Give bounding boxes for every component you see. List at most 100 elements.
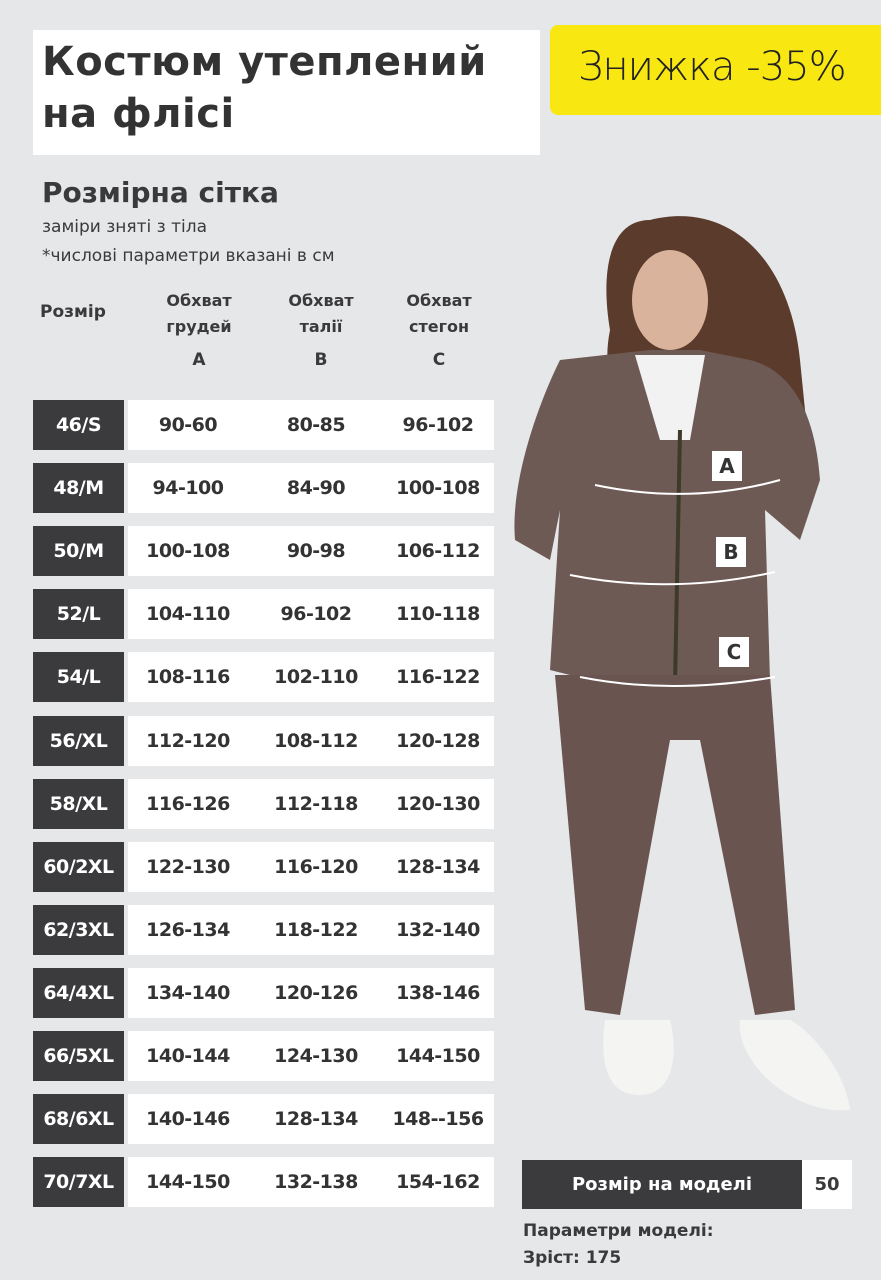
chest-cell: 140-144 — [146, 1045, 230, 1067]
column-letter-c: C — [432, 350, 446, 370]
hips-cell: 106-112 — [396, 540, 480, 563]
header-line: талії — [299, 317, 343, 336]
model-height: Зріст: 175 — [523, 1248, 622, 1268]
table-row: 52/L 104-110 96-102 110-118 — [33, 589, 494, 640]
waist-cell: 96-102 — [280, 603, 353, 626]
measurement-cells: 116-126 112-118 120-130 — [128, 778, 494, 829]
measurement-cells: 140-144 124-130 144-150 — [128, 1031, 494, 1081]
title-line-1: Костюм утеплений — [42, 39, 487, 85]
hips-cell: 110-118 — [396, 603, 480, 626]
waist-cell: 108-112 — [274, 729, 358, 752]
table-row: 60/2XL 122-130 116-120 128-134 — [33, 841, 494, 892]
product-title: Костюм утеплений на флісі — [42, 36, 487, 140]
chest-cell: 104-110 — [146, 603, 230, 626]
column-header-waist: Обхват талії — [266, 288, 376, 340]
discount-text: Знижка -35% — [578, 44, 847, 90]
chest-cell: 144-150 — [146, 1171, 230, 1194]
size-cell: 66/5XL — [33, 1031, 124, 1081]
measurement-cells: 108-116 102-110 116-122 — [128, 652, 494, 703]
measurement-cells: 144-150 132-138 154-162 — [128, 1157, 494, 1208]
measurement-cells: 134-140 120-126 138-146 — [128, 967, 494, 1018]
waist-cell: 84-90 — [286, 477, 346, 500]
measurement-cells: 94-100 84-90 100-108 — [128, 463, 494, 514]
size-cell: 60/2XL — [33, 841, 124, 892]
model-figure — [514, 216, 850, 1111]
measurement-cells: 112-120 108-112 120-128 — [128, 715, 494, 766]
chest-cell: 126-134 — [146, 918, 230, 941]
header-line: стегон — [408, 317, 469, 336]
table-row: 50/M 100-108 90-98 106-112 — [33, 526, 494, 577]
waist-cell: 90-98 — [286, 540, 346, 563]
waist-cell: 124-130 — [274, 1045, 358, 1067]
size-cell: 52/L — [33, 589, 124, 640]
header-line: Обхват — [406, 291, 472, 310]
table-row: 58/XL 116-126 112-118 120-130 — [33, 778, 494, 829]
hips-cell: 100-108 — [396, 477, 480, 500]
hips-cell: 132-140 — [396, 918, 480, 941]
waist-cell: 102-110 — [274, 666, 358, 689]
hips-cell: 120-128 — [396, 729, 480, 752]
size-cell: 54/L — [33, 652, 124, 703]
table-row: 66/5XL 140-144 124-130 144-150 — [33, 1031, 494, 1081]
chest-cell: 90-60 — [158, 414, 218, 436]
hips-cell: 138-146 — [396, 981, 480, 1004]
chest-cell: 100-108 — [146, 540, 230, 563]
hips-cell: 154-162 — [396, 1171, 480, 1194]
chest-cell: 122-130 — [146, 855, 230, 878]
header-line: Обхват — [166, 291, 232, 310]
measurement-cells: 90-60 80-85 96-102 — [128, 400, 494, 450]
waist-cell: 116-120 — [274, 855, 358, 878]
table-row: 64/4XL 134-140 120-126 138-146 — [33, 967, 494, 1018]
header-line: Обхват — [288, 291, 354, 310]
size-cell: 70/7XL — [33, 1157, 124, 1208]
chest-cell: 108-116 — [146, 666, 230, 689]
column-letter-b: B — [314, 350, 328, 370]
marker-b: B — [716, 537, 746, 567]
size-cell: 48/M — [33, 463, 124, 514]
chest-cell: 140-146 — [146, 1108, 230, 1131]
waist-cell: 132-138 — [274, 1171, 358, 1194]
table-row: 54/L 108-116 102-110 116-122 — [33, 652, 494, 703]
hips-cell: 96-102 — [402, 414, 475, 436]
model-params-label: Параметри моделі: — [523, 1221, 714, 1241]
column-header-hips: Обхват стегон — [384, 288, 494, 340]
size-cell: 50/M — [33, 526, 124, 577]
measurement-cells: 122-130 116-120 128-134 — [128, 841, 494, 892]
waist-cell: 118-122 — [274, 918, 358, 941]
chest-cell: 134-140 — [146, 981, 230, 1004]
waist-cell: 112-118 — [274, 792, 358, 815]
hips-cell: 120-130 — [396, 792, 480, 815]
table-row: 70/7XL 144-150 132-138 154-162 — [33, 1157, 494, 1208]
table-row: 62/3XL 126-134 118-122 132-140 — [33, 904, 494, 955]
size-grid-heading: Розмірна сітка — [42, 176, 279, 209]
hips-cell: 148--156 — [392, 1108, 484, 1131]
title-box — [33, 30, 540, 155]
marker-a: A — [712, 451, 742, 481]
hips-cell: 144-150 — [396, 1045, 480, 1067]
table-row: 68/6XL 140-146 128-134 148--156 — [33, 1094, 494, 1145]
chest-cell: 94-100 — [152, 477, 225, 500]
size-cell: 68/6XL — [33, 1094, 124, 1145]
column-letter-a: A — [192, 350, 206, 370]
size-cell: 64/4XL — [33, 967, 124, 1018]
model-size-label: Розмір на моделі — [522, 1160, 802, 1209]
chest-cell: 116-126 — [146, 792, 230, 815]
measurement-cells: 104-110 96-102 110-118 — [128, 589, 494, 640]
size-cell: 62/3XL — [33, 904, 124, 955]
header-line: грудей — [166, 317, 232, 336]
size-cell: 46/S — [33, 400, 124, 450]
size-cell: 58/XL — [33, 778, 124, 829]
discount-badge — [550, 25, 881, 115]
table-row: 56/XL 112-120 108-112 120-128 — [33, 715, 494, 766]
waist-cell: 120-126 — [274, 981, 358, 1004]
chest-cell: 112-120 — [146, 729, 230, 752]
measurement-cells: 100-108 90-98 106-112 — [128, 526, 494, 577]
size-column-header: Розмір — [40, 302, 106, 322]
measurement-cells: 126-134 118-122 132-140 — [128, 904, 494, 955]
model-size-value: 50 — [802, 1160, 852, 1209]
table-row: 48/M 94-100 84-90 100-108 — [33, 463, 494, 514]
measurement-cells: 140-146 128-134 148--156 — [128, 1094, 494, 1145]
units-note: *числові параметри вказані в см — [42, 246, 335, 266]
hips-cell: 128-134 — [396, 855, 480, 878]
measurement-note: заміри зняті з тіла — [42, 217, 208, 237]
